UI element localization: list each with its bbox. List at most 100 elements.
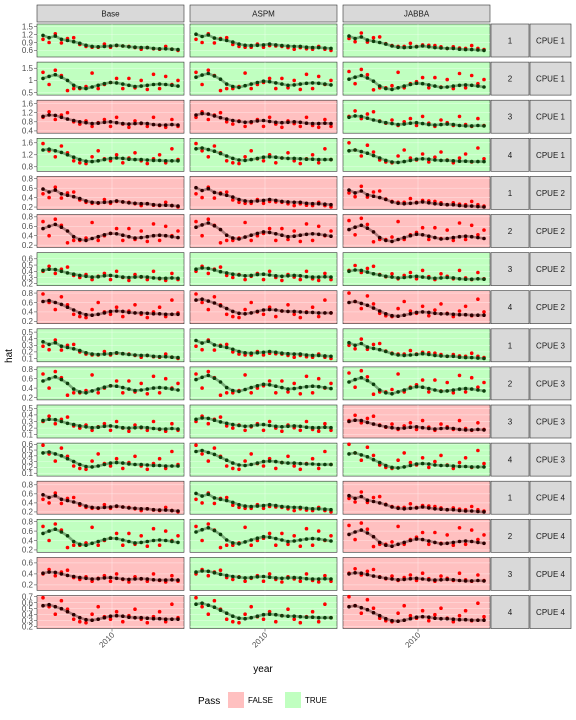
observed-point — [439, 272, 443, 276]
y-tick-label: 0.2 — [22, 393, 34, 402]
row-strip-index-label: CPUE 4 — [536, 608, 565, 617]
fitted-point — [433, 123, 437, 127]
fitted-point — [90, 577, 94, 581]
fitted-point — [415, 537, 419, 541]
fitted-point — [194, 450, 198, 454]
fitted-point — [286, 200, 290, 204]
fitted-point — [384, 42, 388, 46]
y-tick-label: 0.5 — [22, 328, 34, 337]
fitted-point — [452, 388, 456, 392]
observed-point — [170, 147, 174, 151]
observed-point — [66, 265, 70, 269]
fitted-point — [464, 356, 468, 360]
panel-pass-true — [343, 253, 490, 286]
row-strip-index-label: CPUE 4 — [536, 494, 565, 503]
fitted-point — [286, 235, 290, 239]
fitted-point — [427, 311, 431, 315]
observed-point — [464, 543, 468, 547]
fitted-point — [207, 493, 211, 497]
fitted-point — [243, 274, 247, 278]
fitted-point — [47, 570, 51, 574]
observed-point — [170, 298, 174, 302]
fitted-point — [390, 544, 394, 548]
fitted-point — [115, 577, 119, 581]
panel-pass-false — [37, 215, 184, 248]
observed-point — [47, 41, 51, 45]
observed-point — [445, 381, 449, 385]
observed-point — [115, 457, 119, 461]
observed-point — [299, 579, 303, 583]
fitted-point — [323, 46, 327, 50]
fitted-point — [458, 313, 462, 317]
fitted-point — [415, 157, 419, 161]
fitted-point — [237, 424, 241, 428]
fitted-point — [158, 277, 162, 281]
fitted-point — [280, 538, 284, 542]
fitted-point — [268, 155, 272, 159]
fitted-point — [152, 159, 156, 163]
observed-point — [194, 220, 198, 224]
fitted-point — [445, 122, 449, 126]
observed-point — [139, 382, 143, 386]
fitted-point — [464, 124, 468, 128]
observed-point — [243, 71, 247, 75]
observed-point — [207, 522, 211, 526]
observed-point — [47, 501, 51, 505]
fitted-point — [139, 46, 143, 50]
fitted-point — [421, 310, 425, 314]
fitted-point — [299, 538, 303, 542]
observed-point — [194, 498, 198, 502]
fitted-point — [133, 541, 137, 545]
fitted-point — [378, 501, 382, 505]
fitted-point — [133, 45, 137, 49]
fitted-point — [41, 493, 45, 497]
fitted-point — [353, 497, 357, 501]
fitted-point — [78, 311, 82, 315]
fitted-point — [409, 464, 413, 468]
fitted-point — [115, 156, 119, 160]
fitted-point — [452, 541, 456, 545]
fitted-point — [194, 75, 198, 79]
fitted-point — [421, 44, 425, 48]
observed-point — [360, 68, 364, 72]
observed-point — [146, 621, 150, 625]
observed-point — [249, 605, 253, 609]
fitted-point — [360, 571, 364, 575]
fitted-point — [219, 608, 223, 612]
fitted-point — [90, 313, 94, 317]
fitted-point — [311, 354, 315, 358]
fitted-point — [194, 418, 198, 422]
fitted-point — [66, 39, 70, 43]
fitted-point — [158, 508, 162, 512]
fitted-point — [109, 614, 113, 618]
fitted-point — [109, 536, 113, 540]
fitted-point — [127, 311, 131, 315]
observed-point — [292, 534, 296, 538]
fitted-point — [390, 240, 394, 244]
fitted-point — [464, 465, 468, 469]
y-tick-label: 0.4 — [22, 536, 34, 545]
observed-point — [54, 155, 58, 159]
observed-point — [372, 392, 376, 396]
fitted-point — [249, 158, 253, 162]
fitted-point — [464, 618, 468, 622]
fitted-point — [458, 465, 462, 469]
fitted-point — [433, 616, 437, 620]
y-tick-label: 0.8 — [22, 163, 34, 172]
fitted-point — [415, 506, 419, 510]
fitted-point — [158, 427, 162, 431]
observed-point — [152, 222, 156, 226]
fitted-point — [458, 540, 462, 544]
fitted-point — [139, 121, 143, 125]
observed-point — [421, 571, 425, 575]
observed-point — [90, 373, 94, 377]
fitted-point — [41, 34, 45, 38]
y-tick-label: 0.4 — [22, 232, 34, 241]
fitted-point — [396, 45, 400, 49]
fitted-point — [249, 120, 253, 124]
fitted-point — [439, 617, 443, 621]
fitted-point — [109, 461, 113, 465]
fitted-point — [329, 158, 333, 162]
observed-point — [164, 529, 168, 533]
fitted-point — [396, 427, 400, 431]
